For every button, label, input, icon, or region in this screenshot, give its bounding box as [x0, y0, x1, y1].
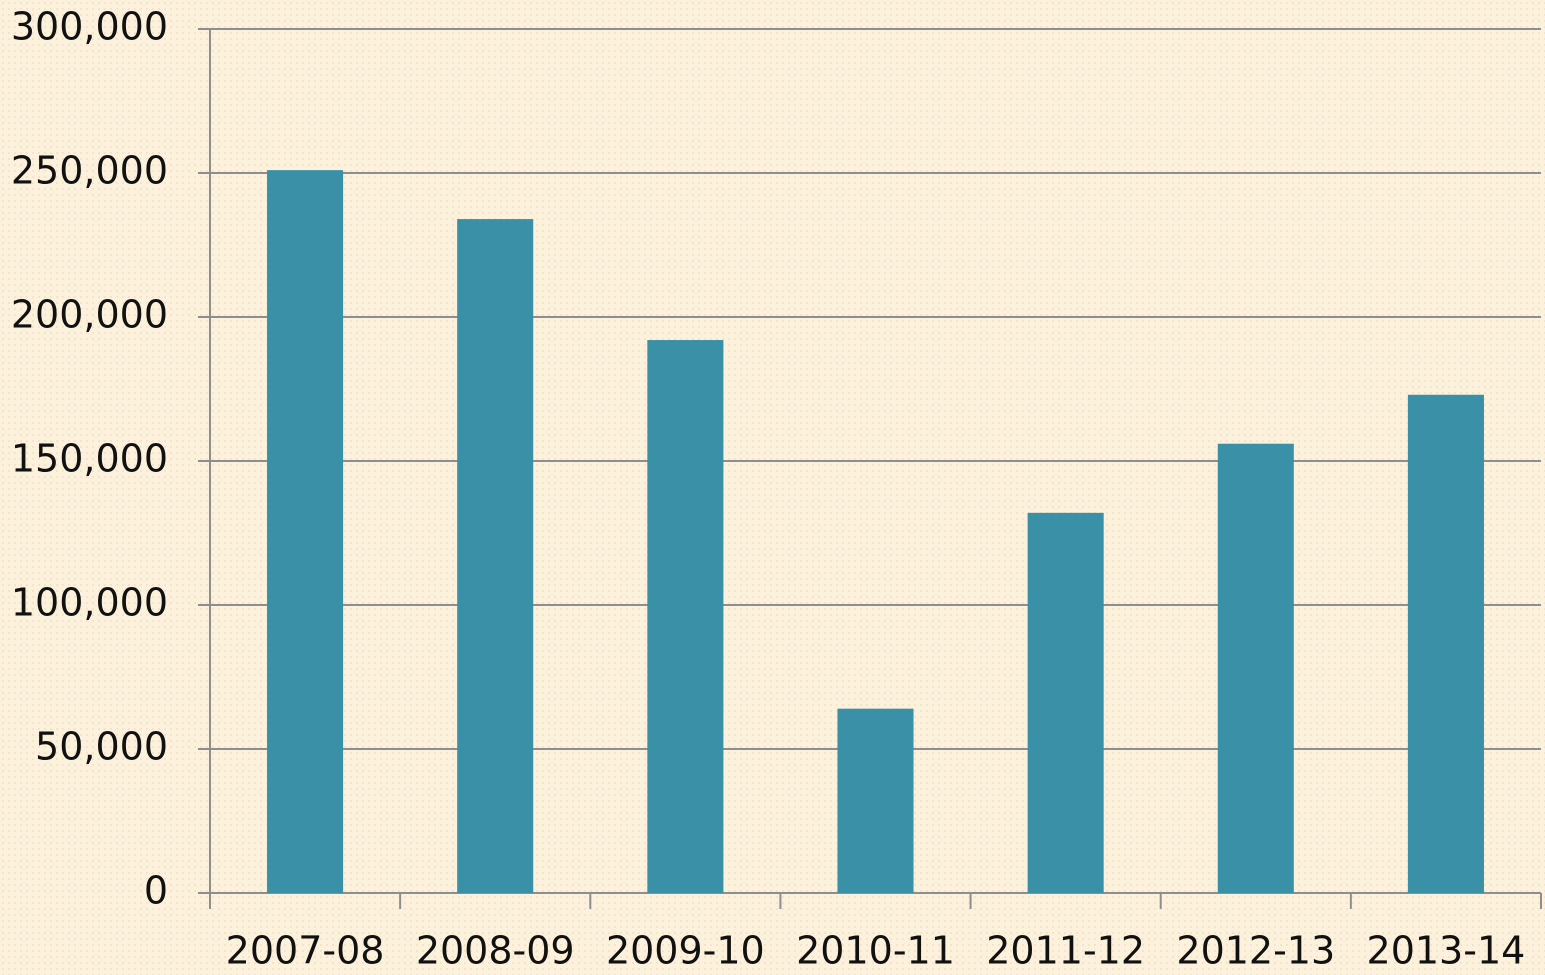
bar: [1407, 394, 1484, 893]
x-tick-label: 2008-09: [416, 929, 575, 973]
x-tick-label: 2011-12: [986, 929, 1145, 973]
bar: [1027, 512, 1104, 893]
x-tick-label: 2012-13: [1176, 929, 1335, 973]
y-tick-label: 300,000: [11, 5, 168, 49]
x-tick-label: 2013-14: [1367, 929, 1526, 973]
y-tick-label: 200,000: [11, 293, 168, 337]
x-tick-label: 2010-11: [796, 929, 955, 973]
x-tick-label: 2009-10: [606, 929, 765, 973]
bar: [457, 219, 534, 893]
x-tick-label: 2007-08: [226, 929, 385, 973]
y-tick-label: 100,000: [11, 581, 168, 625]
y-tick-label: 150,000: [11, 437, 168, 481]
bar: [267, 170, 344, 893]
bar: [647, 340, 724, 893]
bar: [1217, 443, 1294, 893]
y-tick-label: 50,000: [35, 725, 168, 769]
y-tick-label: 0: [144, 869, 168, 913]
bar: [837, 708, 914, 893]
y-tick-label: 250,000: [11, 149, 168, 193]
